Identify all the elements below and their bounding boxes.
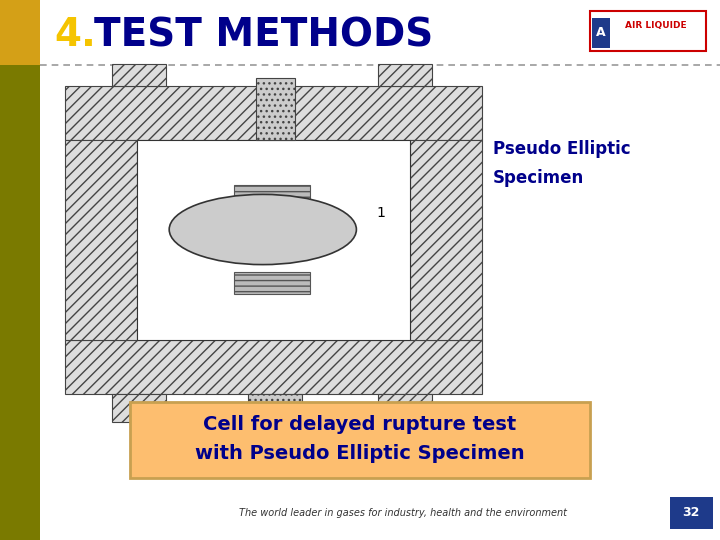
Text: Pseudo Elliptic: Pseudo Elliptic: [493, 139, 631, 158]
FancyBboxPatch shape: [256, 78, 295, 140]
Text: The world leader in gases for industry, health and the environment: The world leader in gases for industry, …: [239, 508, 567, 518]
FancyBboxPatch shape: [378, 394, 432, 422]
Text: 32: 32: [683, 507, 700, 519]
Text: AIR LIQUIDE: AIR LIQUIDE: [625, 22, 687, 30]
FancyBboxPatch shape: [410, 140, 482, 340]
FancyBboxPatch shape: [112, 394, 166, 422]
FancyBboxPatch shape: [130, 402, 590, 478]
Bar: [0, 65, 40, 540]
FancyBboxPatch shape: [65, 86, 482, 140]
FancyBboxPatch shape: [590, 11, 706, 51]
Text: with Pseudo Elliptic Specimen: with Pseudo Elliptic Specimen: [195, 443, 525, 463]
Bar: [137, 140, 410, 340]
Bar: [670, 497, 713, 529]
FancyBboxPatch shape: [378, 64, 432, 86]
Ellipse shape: [169, 194, 356, 265]
Text: A: A: [595, 26, 606, 39]
Text: 4.: 4.: [54, 16, 96, 54]
FancyBboxPatch shape: [65, 340, 482, 394]
Text: Cell for delayed rupture test: Cell for delayed rupture test: [203, 415, 517, 435]
FancyBboxPatch shape: [234, 272, 310, 294]
FancyBboxPatch shape: [112, 64, 166, 86]
FancyBboxPatch shape: [65, 140, 137, 340]
Text: TEST METHODS: TEST METHODS: [94, 16, 433, 54]
FancyBboxPatch shape: [234, 185, 310, 208]
FancyBboxPatch shape: [248, 394, 302, 440]
Text: Specimen: Specimen: [493, 169, 585, 187]
Bar: [592, 18, 610, 48]
Bar: [0, 0, 40, 65]
Text: 1: 1: [377, 206, 385, 220]
